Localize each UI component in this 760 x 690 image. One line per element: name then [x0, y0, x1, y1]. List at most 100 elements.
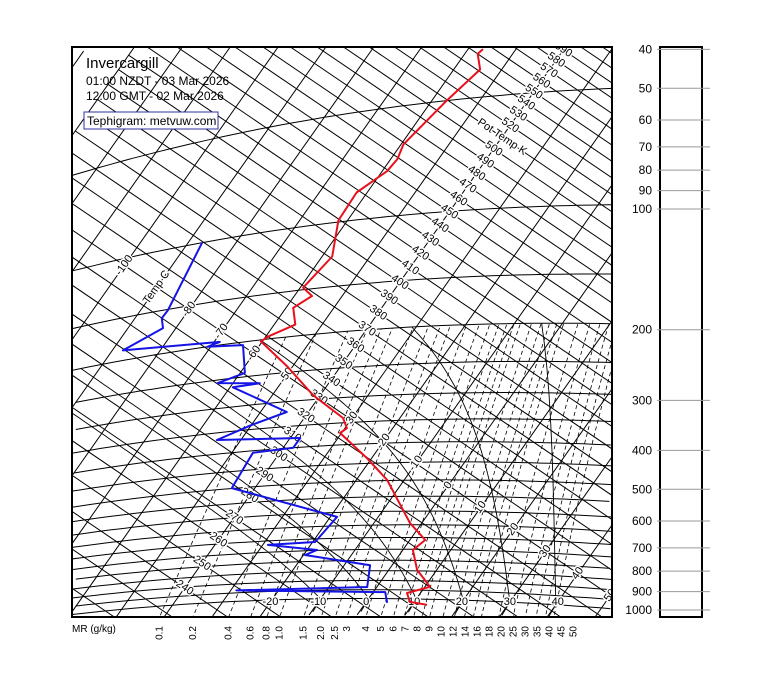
mixing-ratio-line	[366, 324, 467, 615]
dry-adiabat-line	[72, 152, 612, 521]
dry-adiabat-line	[72, 406, 382, 617]
dry-adiabat-line	[107, 83, 612, 427]
mr-tick-label: 4	[361, 626, 372, 632]
mr-tick-label: 45	[556, 626, 567, 638]
isobar-line	[72, 598, 611, 616]
mixing-ratio-line	[303, 326, 414, 616]
mixing-ratio-line	[545, 339, 612, 617]
mixing-ratio-line	[524, 323, 601, 617]
pressure-tick-label: 900	[632, 585, 652, 599]
isobar-line	[72, 579, 612, 599]
pressure-tick-label: 1000	[625, 603, 652, 617]
isotherm-line	[72, 47, 135, 136]
isobar-line	[72, 479, 612, 508]
isotherm-bottom-label: 40	[552, 596, 564, 608]
dry-adiabat-line	[72, 229, 612, 598]
mixing-ratio-line	[481, 323, 565, 617]
pressure-tick-label: 70	[639, 140, 653, 154]
isobar-line	[72, 461, 612, 492]
dry-adiabat-line	[146, 47, 612, 364]
isotherm-line	[308, 184, 612, 616]
mr-tick-label: 0.4	[224, 626, 235, 640]
pressure-tick-label: 600	[632, 514, 652, 528]
dry-adiabat-line	[490, 47, 612, 130]
sounding-traces	[121, 48, 484, 606]
dry-adiabat-line	[443, 47, 612, 162]
mixing-ratio-line	[535, 323, 610, 617]
utc-time: 12:00 GMT - 02 Mar 2026	[86, 89, 224, 103]
isotherm-bottom-label: 30	[504, 596, 516, 608]
mr-tick-label: 6	[388, 626, 399, 632]
mr-tick-label: 5	[376, 626, 387, 632]
pressure-tick-label: 90	[639, 184, 653, 198]
pressure-tick-label: 800	[632, 564, 652, 578]
isotherm-line	[72, 47, 279, 340]
isotherm-bottom-label: 20	[456, 596, 468, 608]
isobar-line	[73, 548, 612, 570]
credit-link[interactable]: Tephigram: metvuw.com	[87, 114, 216, 128]
mixing-ratio-line	[413, 323, 508, 616]
mixing-ratio-line	[454, 323, 542, 617]
mixing-ratio-line	[498, 323, 579, 617]
mr-tick-label: 18	[484, 626, 495, 638]
mr-tick-label: 9	[424, 626, 435, 632]
pressure-tick-label: 500	[632, 482, 652, 496]
isotherm-line	[72, 47, 423, 545]
dry-adiabat-line	[176, 47, 612, 343]
mr-tick-label: 30	[520, 626, 531, 638]
mixing-ratio-line	[472, 323, 558, 617]
isotherm-line	[594, 592, 612, 617]
isobar-line	[72, 510, 612, 536]
local-time: 01:00 NZDT - 03 Mar 2026	[86, 74, 230, 88]
mr-tick-label: 7	[400, 626, 411, 632]
saturated-adiabat-line	[80, 368, 370, 612]
mixing-ratio-line	[381, 324, 480, 616]
isotherm-bottom-label: -10	[310, 596, 326, 608]
mr-tick-label: 14	[460, 626, 471, 638]
pressure-tick-label: 50	[639, 81, 653, 95]
isotherm-line	[72, 47, 327, 408]
mixing-ratio-line	[429, 323, 521, 616]
dry-adiabat-line	[343, 47, 612, 230]
dry-adiabat-line	[262, 47, 612, 285]
saturated-adiabat-line	[72, 412, 322, 613]
plot-frame	[71, 46, 613, 618]
mr-tick-label: 10	[436, 626, 447, 638]
isobar-line	[72, 537, 612, 560]
mr-tick-label: 50	[568, 626, 579, 638]
pressure-tick-label: 300	[632, 393, 652, 407]
mr-tick-label: 2.0	[316, 626, 327, 640]
side-panel	[659, 46, 703, 618]
isotherm-label: 50	[602, 587, 619, 604]
saturated-adiabat-line	[541, 323, 557, 617]
mixing-ratio-line	[512, 323, 591, 617]
dry-adiabat-line	[72, 587, 115, 617]
dry-adiabat-line	[369, 47, 612, 213]
dry-adiabat-line	[394, 47, 612, 196]
dry-adiabat-line	[86, 114, 612, 473]
mixing-ratio-line	[464, 323, 550, 617]
credit-box	[83, 111, 219, 130]
dry-adiabat-line	[467, 47, 612, 146]
pressure-tick-label: 100	[632, 202, 652, 216]
isobar-line	[72, 570, 612, 590]
isobar-line	[72, 418, 612, 454]
mr-tick-label: 35	[532, 626, 543, 638]
isobar-line	[72, 495, 610, 523]
mixing-ratio-line	[442, 323, 532, 617]
isobar-line	[75, 391, 612, 430]
isobar-line	[75, 360, 612, 403]
dry-adiabat-line	[290, 47, 612, 266]
dry-adiabat-line	[316, 47, 612, 248]
saturated-adiabat-line	[154, 354, 417, 613]
mr-tick-label: 25	[508, 626, 519, 638]
pressure-tick-label: 200	[632, 323, 652, 337]
isobar-line	[76, 589, 612, 607]
station-name: Invercargill	[86, 55, 159, 72]
dry-adiabat-line	[97, 99, 612, 450]
mr-axis: 0.1 0.2 0.4 0.6 0.8 1.0 1.5 2.0 2.5 3 4 5 6 7 8 9 10 12 14…	[155, 626, 580, 640]
mr-tick-label: 0.8	[262, 626, 273, 640]
isotherm-line	[72, 50, 85, 68]
mixing-ratio-line	[421, 323, 515, 616]
